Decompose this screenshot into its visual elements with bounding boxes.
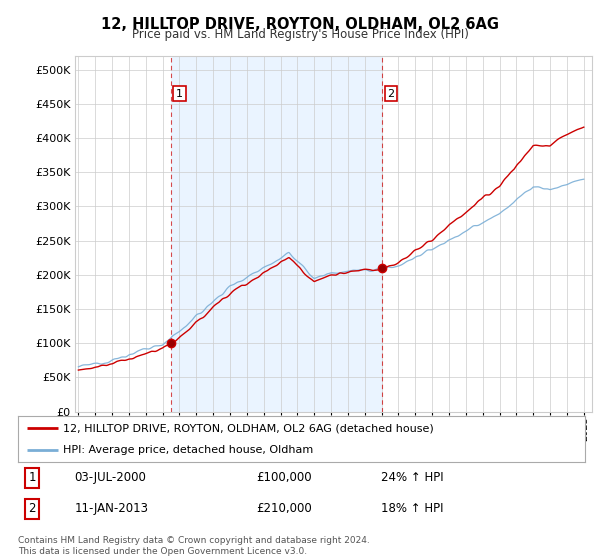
Text: £100,000: £100,000 [256, 471, 312, 484]
Text: 1: 1 [176, 88, 183, 99]
Bar [171, 56, 382, 412]
Text: 12, HILLTOP DRIVE, ROYTON, OLDHAM, OL2 6AG (detached house): 12, HILLTOP DRIVE, ROYTON, OLDHAM, OL2 6… [64, 423, 434, 433]
Text: 18% ↑ HPI: 18% ↑ HPI [381, 502, 443, 515]
Text: Contains HM Land Registry data © Crown copyright and database right 2024.
This d: Contains HM Land Registry data © Crown c… [18, 536, 370, 556]
Text: HPI: Average price, detached house, Oldham: HPI: Average price, detached house, Oldh… [64, 445, 314, 455]
Text: 12, HILLTOP DRIVE, ROYTON, OLDHAM, OL2 6AG: 12, HILLTOP DRIVE, ROYTON, OLDHAM, OL2 6… [101, 17, 499, 32]
Text: 2: 2 [388, 88, 394, 99]
Text: 24% ↑ HPI: 24% ↑ HPI [381, 471, 443, 484]
Text: 2: 2 [28, 502, 36, 515]
Text: £210,000: £210,000 [256, 502, 312, 515]
Text: 11-JAN-2013: 11-JAN-2013 [75, 502, 149, 515]
Text: 1: 1 [28, 471, 36, 484]
Text: 03-JUL-2000: 03-JUL-2000 [75, 471, 146, 484]
Text: Price paid vs. HM Land Registry's House Price Index (HPI): Price paid vs. HM Land Registry's House … [131, 28, 469, 41]
